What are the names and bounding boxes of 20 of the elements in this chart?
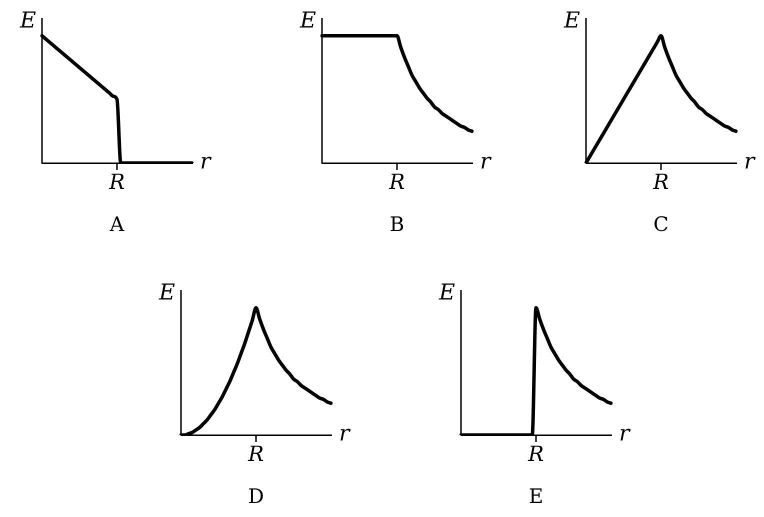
x-axis-title: r	[744, 150, 756, 175]
y-axis-title: E	[158, 280, 175, 306]
x-axis-title: r	[480, 150, 492, 175]
x-axis-title: r	[619, 422, 631, 447]
y-axis-title: E	[438, 280, 455, 306]
text: R	[247, 442, 264, 466]
text: R	[108, 170, 126, 194]
y-axis-title: E	[298, 8, 316, 34]
text: R	[388, 170, 406, 194]
text: D	[246, 484, 266, 508]
y-axis-title: E	[18, 8, 36, 34]
text: E	[528, 484, 544, 508]
y-axis-title: E	[562, 8, 580, 34]
text: R	[527, 442, 544, 466]
text: B	[388, 212, 406, 236]
x-axis-title: r	[200, 150, 212, 175]
x-axis-title: r	[339, 422, 351, 447]
text: C	[652, 212, 670, 236]
text: R	[652, 170, 670, 194]
text: A	[108, 212, 126, 236]
